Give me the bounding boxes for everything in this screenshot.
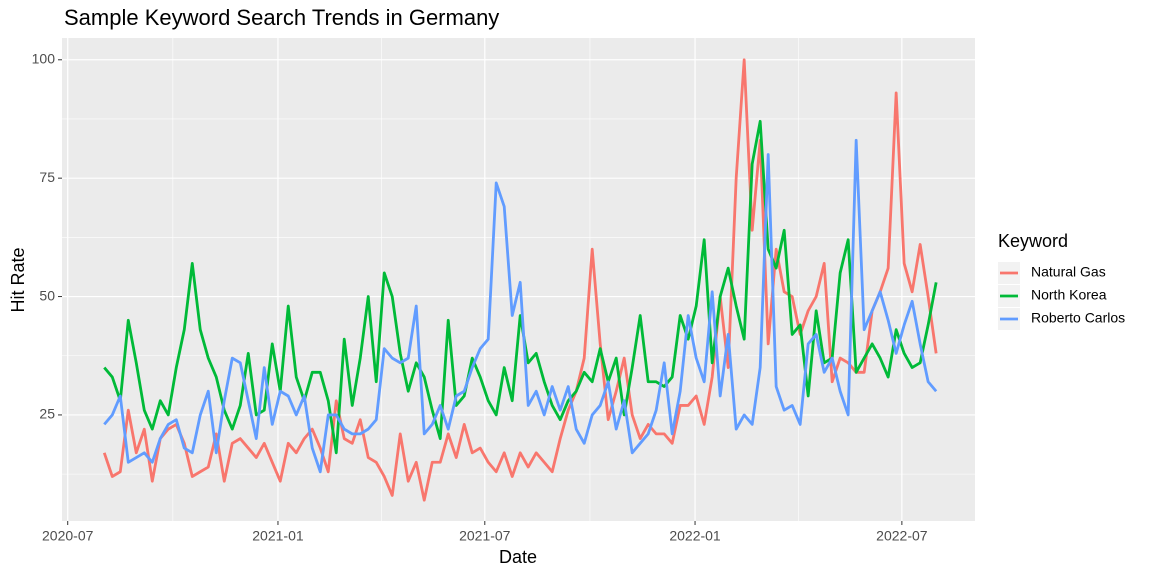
series-line [102,58,938,502]
chart-title: Sample Keyword Search Trends in Germany [64,5,499,30]
legend-label: Natural Gas [1031,264,1106,280]
x-tick-label: 2021-07 [459,528,511,544]
y-tick-label: 100 [32,50,56,66]
y-tick-label: 50 [39,287,55,303]
x-tick-label: 2022-01 [669,528,721,544]
series-line [103,119,938,455]
plot-panel [62,38,975,521]
x-tick-label: 2022-07 [876,528,928,544]
legend-label: Roberto Carlos [1031,310,1125,326]
x-tick-label: 2021-01 [252,528,304,544]
series-line [103,138,938,474]
y-tick-label: 25 [39,406,55,422]
x-axis-title: Date [499,547,537,567]
y-axis-title: Hit Rate [8,247,28,312]
x-tick-label: 2020-07 [42,528,94,544]
y-tick-label: 75 [39,169,55,185]
legend-title: Keyword [998,231,1068,251]
legend-label: North Korea [1031,287,1107,303]
